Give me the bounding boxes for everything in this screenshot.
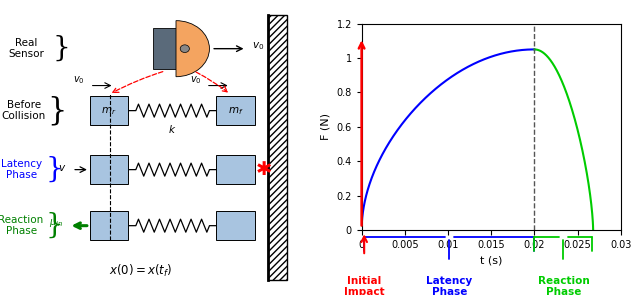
Text: Latency
Phase: Latency Phase — [1, 159, 42, 181]
Wedge shape — [176, 21, 209, 77]
Y-axis label: F (N): F (N) — [321, 113, 331, 140]
FancyBboxPatch shape — [216, 155, 255, 184]
Text: $m_f$: $m_f$ — [228, 105, 244, 117]
FancyBboxPatch shape — [216, 96, 255, 125]
Text: $v$: $v$ — [58, 163, 66, 173]
Text: $k$: $k$ — [168, 123, 177, 135]
Text: $m_r$: $m_r$ — [101, 105, 117, 117]
Circle shape — [180, 45, 189, 53]
FancyBboxPatch shape — [90, 155, 129, 184]
FancyBboxPatch shape — [90, 96, 129, 125]
FancyBboxPatch shape — [90, 211, 129, 240]
Bar — [268, 15, 287, 280]
Text: $\mu_{in}$: $\mu_{in}$ — [49, 217, 63, 229]
Text: Reaction
Phase: Reaction Phase — [538, 276, 589, 295]
Text: $v_0$: $v_0$ — [252, 40, 264, 52]
Text: Real
Sensor: Real Sensor — [8, 38, 44, 60]
Text: }: } — [45, 212, 63, 239]
Text: $x(0) = x(t_f)$: $x(0) = x(t_f)$ — [109, 263, 172, 279]
Text: }: } — [45, 156, 63, 183]
Text: Latency
Phase: Latency Phase — [426, 276, 472, 295]
X-axis label: t (s): t (s) — [480, 255, 502, 266]
Text: }: } — [52, 35, 70, 62]
Text: Initial
Impact: Initial Impact — [344, 276, 385, 295]
Text: ✱: ✱ — [256, 160, 272, 179]
Text: }: } — [48, 95, 67, 126]
Text: $v_0$: $v_0$ — [74, 75, 85, 86]
Text: Reaction
Phase: Reaction Phase — [0, 215, 44, 237]
Text: Before
Collision: Before Collision — [2, 100, 46, 122]
FancyBboxPatch shape — [216, 211, 255, 240]
Bar — [153, 28, 176, 69]
Text: $v_0$: $v_0$ — [190, 75, 202, 86]
